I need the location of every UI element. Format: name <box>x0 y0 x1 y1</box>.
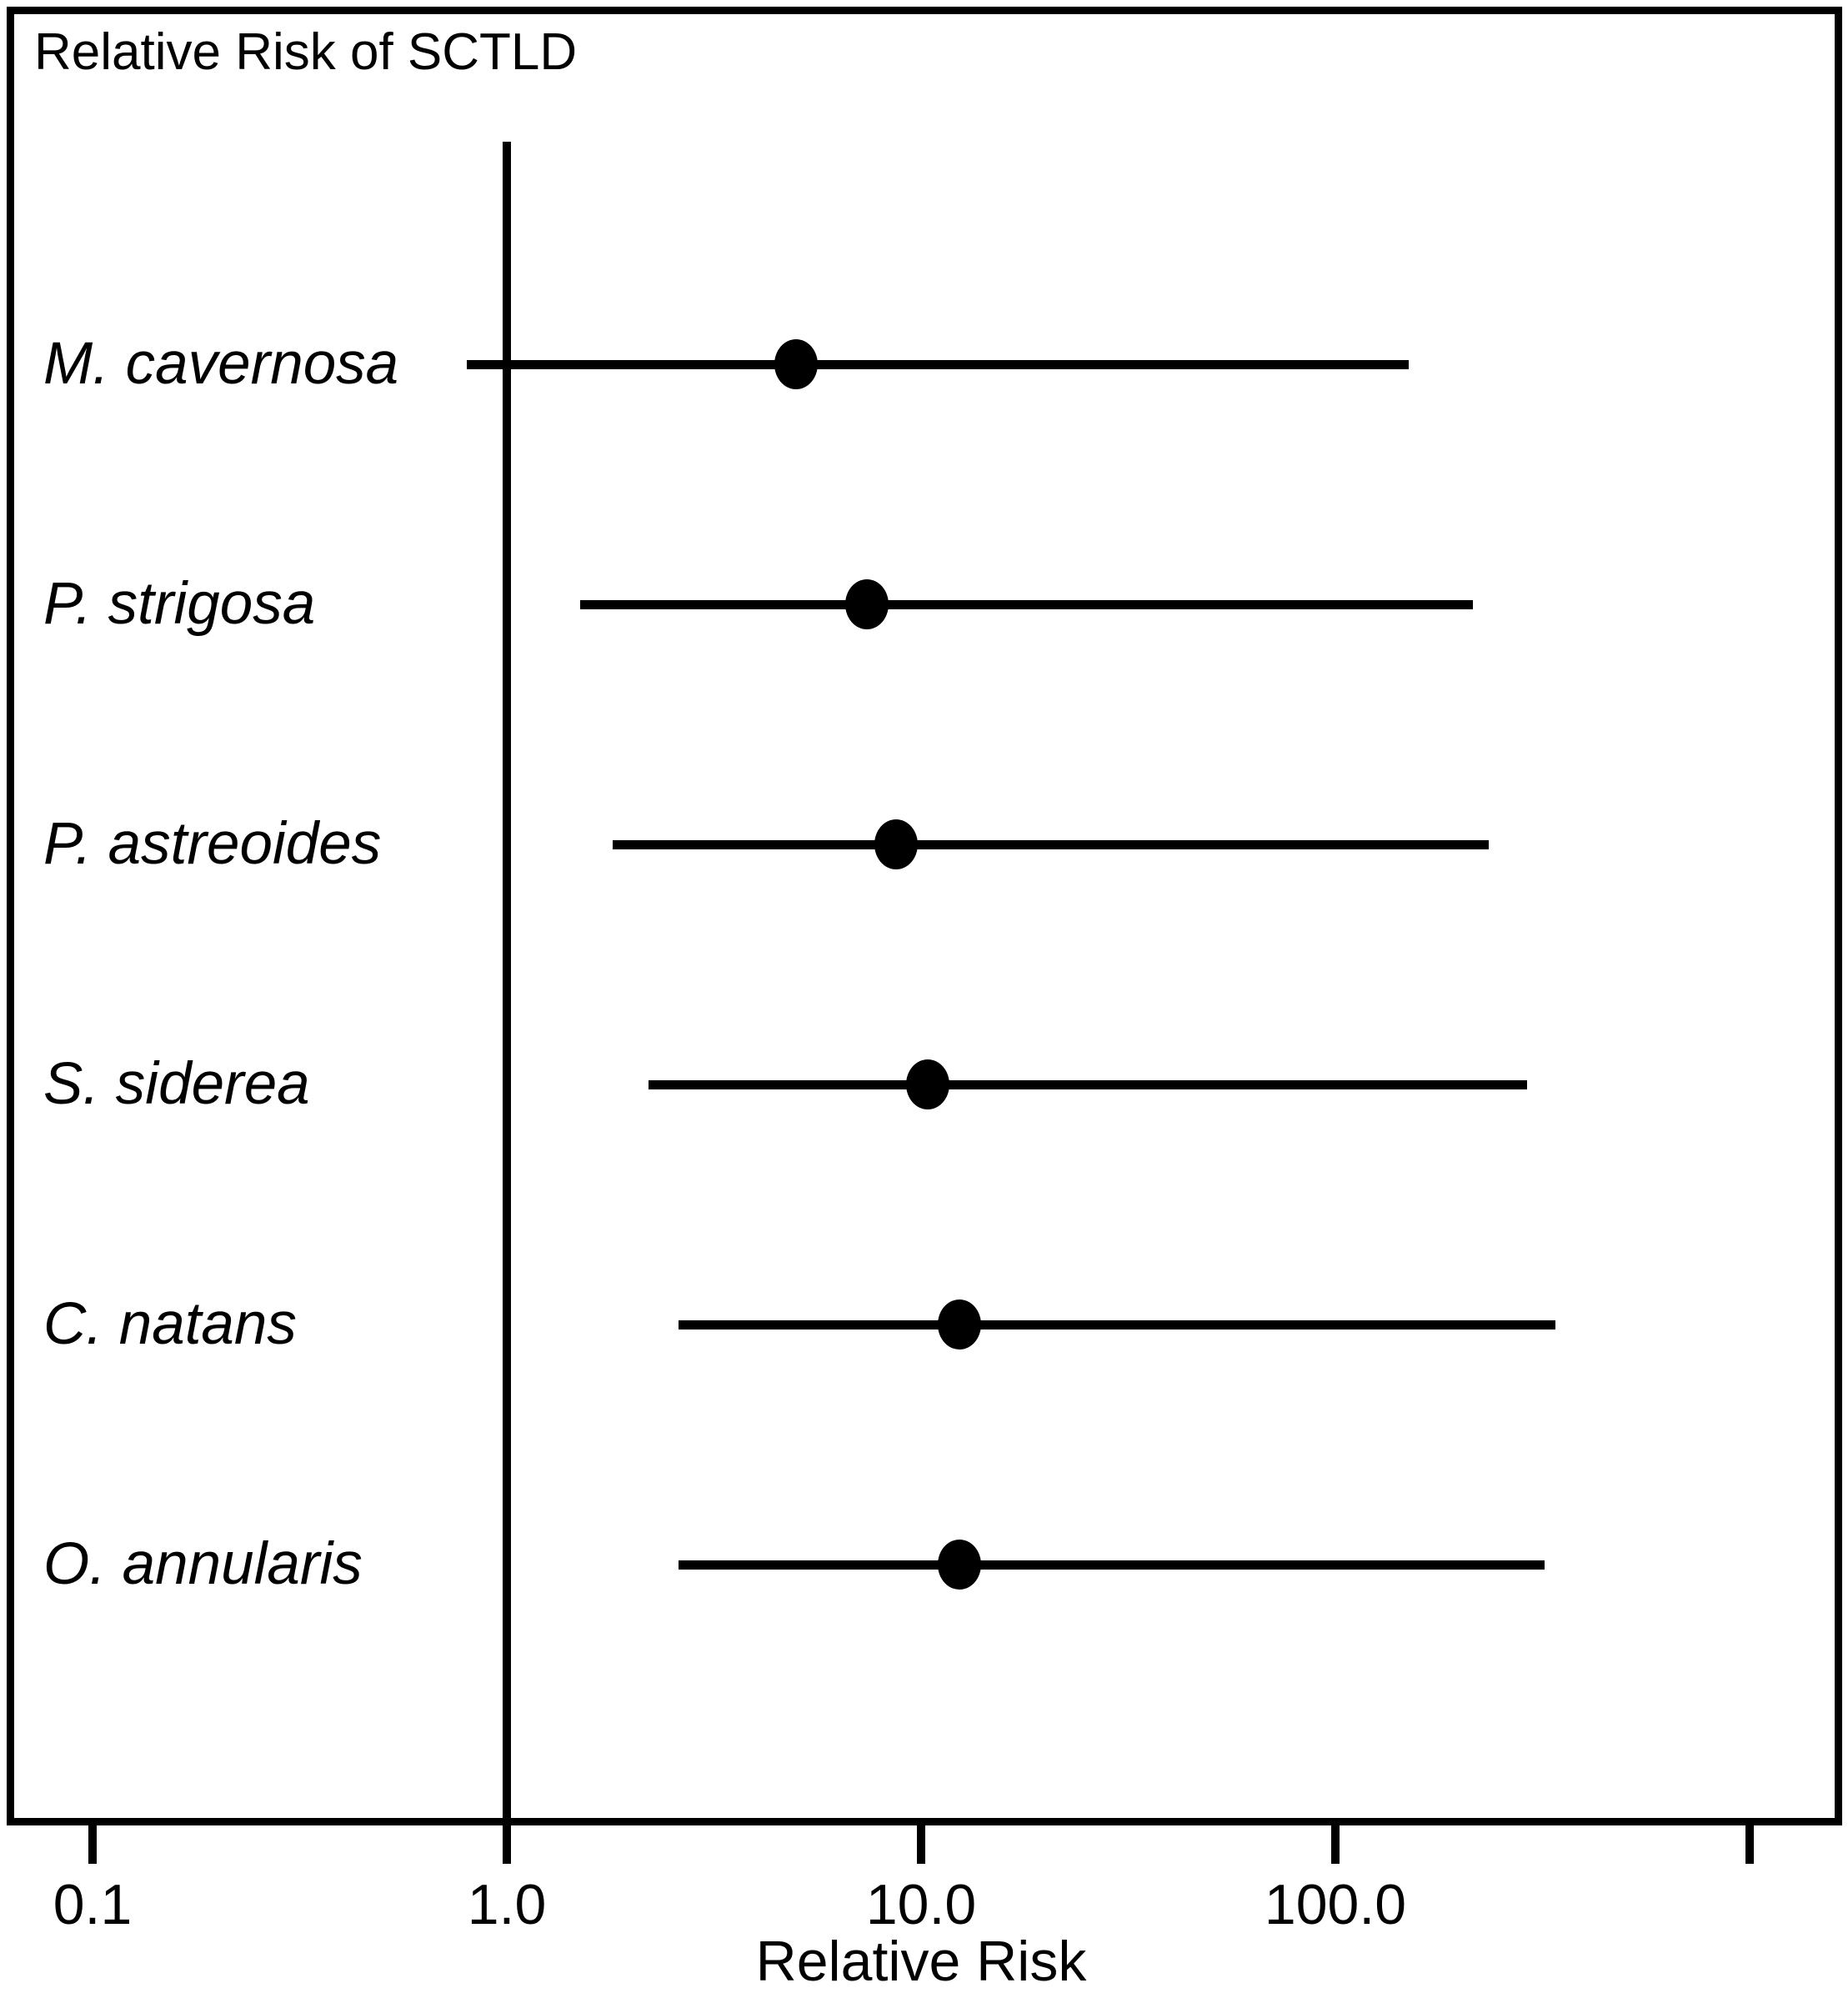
point-estimate-dot <box>845 579 889 629</box>
x-axis-tick <box>917 1824 925 1864</box>
confidence-interval-line <box>679 1560 1545 1570</box>
x-axis-tick-label: 10.0 <box>865 1873 977 1936</box>
x-axis-tick-label: 0.1 <box>53 1873 133 1936</box>
x-axis-tick <box>503 1824 511 1864</box>
species-label: O. annularis <box>43 1531 363 1597</box>
x-axis-title: Relative Risk <box>755 1930 1087 1993</box>
x-axis-tick-label: 100.0 <box>1264 1873 1407 1936</box>
species-label: C. natans <box>43 1291 297 1357</box>
x-axis-tick-label: 1.0 <box>467 1873 547 1936</box>
confidence-interval-line <box>466 360 1409 369</box>
point-estimate-dot <box>874 819 918 869</box>
plot-area: Relative Risk of SCTLD M. cavernosa P. st… <box>7 7 1842 1825</box>
x-axis-tick <box>1331 1824 1340 1864</box>
point-estimate-dot <box>938 1540 982 1590</box>
point-estimate-dot <box>774 339 819 389</box>
chart-title: Relative Risk of SCTLD <box>34 23 578 81</box>
reference-line-rr-1 <box>503 142 511 1818</box>
point-estimate-dot <box>906 1059 950 1109</box>
confidence-interval-line <box>679 1320 1556 1330</box>
confidence-interval-line <box>649 1080 1527 1089</box>
species-label: S. siderea <box>43 1051 310 1117</box>
x-axis-tick <box>1745 1824 1754 1864</box>
species-label: P. strigosa <box>43 571 316 637</box>
x-axis-tick <box>88 1824 97 1864</box>
species-label: M. cavernosa <box>43 331 399 397</box>
point-estimate-dot <box>938 1299 982 1350</box>
confidence-interval-line <box>579 600 1474 609</box>
species-label: P. astreoides <box>43 811 382 877</box>
confidence-interval-line <box>612 840 1490 849</box>
